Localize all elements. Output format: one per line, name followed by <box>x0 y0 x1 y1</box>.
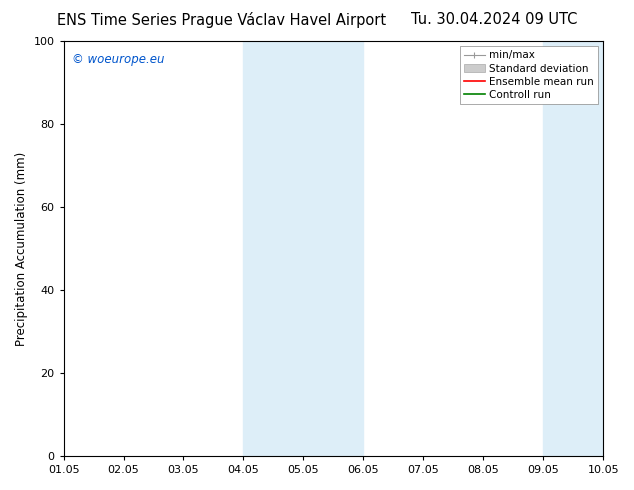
Bar <box>543 41 603 456</box>
Text: Tu. 30.04.2024 09 UTC: Tu. 30.04.2024 09 UTC <box>411 12 577 27</box>
Title: ENS Time Series Prague Václav Havel Airport    Tu. 30.04.2024 09 UTC: ENS Time Series Prague Václav Havel Airp… <box>0 489 1 490</box>
Text: ENS Time Series Prague Václav Havel Airport: ENS Time Series Prague Václav Havel Airp… <box>57 12 386 28</box>
Y-axis label: Precipitation Accumulation (mm): Precipitation Accumulation (mm) <box>15 151 28 345</box>
Text: © woeurope.eu: © woeurope.eu <box>72 53 164 67</box>
Legend: min/max, Standard deviation, Ensemble mean run, Controll run: min/max, Standard deviation, Ensemble me… <box>460 46 598 104</box>
Bar <box>243 41 363 456</box>
